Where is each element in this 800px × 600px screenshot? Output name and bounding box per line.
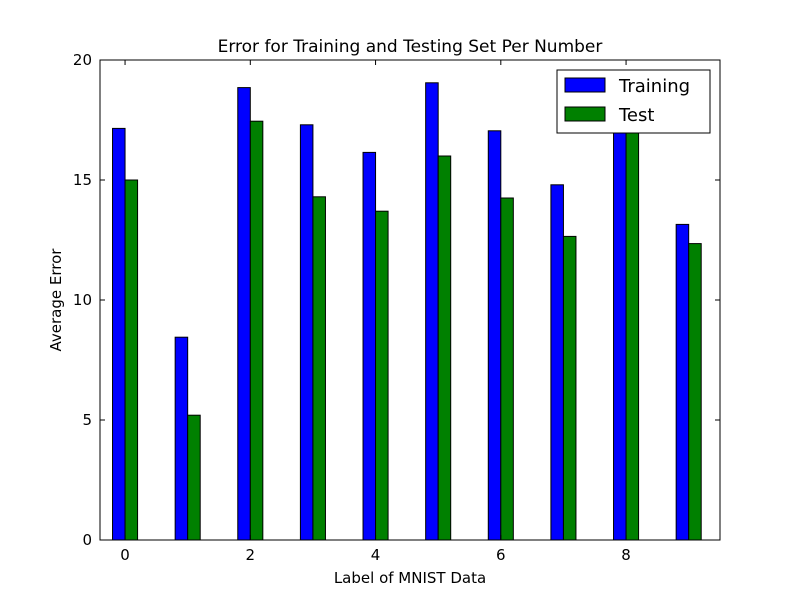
bar-training-1 bbox=[174, 336, 189, 541]
bar-training-3 bbox=[299, 124, 314, 541]
bar-test-3 bbox=[312, 196, 326, 541]
x-axis-label: Label of MNIST Data bbox=[334, 569, 486, 587]
bar-test-4 bbox=[375, 210, 389, 541]
y-axis-label: Average Error bbox=[47, 248, 65, 352]
y-tick-label: 5 bbox=[82, 411, 92, 429]
legend: Training Test bbox=[556, 69, 711, 134]
legend-label-training: Training bbox=[618, 76, 690, 97]
ticks-group: 0 2 4 6 8 0 5 10 15 20 bbox=[73, 51, 720, 564]
y-tick-label: 0 bbox=[82, 531, 92, 549]
bar-test-8 bbox=[625, 131, 640, 541]
y-tick-label: 15 bbox=[73, 171, 92, 189]
x-tick-label: 8 bbox=[621, 546, 631, 564]
bar-training-5 bbox=[425, 82, 439, 541]
legend-label-test: Test bbox=[618, 105, 654, 126]
bar-test-5 bbox=[437, 155, 452, 541]
x-tick-label: 0 bbox=[120, 546, 130, 564]
bars-group bbox=[112, 82, 702, 541]
bar-test-6 bbox=[500, 197, 514, 541]
bar-test-0 bbox=[124, 179, 139, 541]
bar-training-8 bbox=[613, 131, 627, 541]
x-tick-label: 6 bbox=[496, 546, 506, 564]
x-tick-label: 4 bbox=[371, 546, 381, 564]
y-tick-label: 20 bbox=[73, 51, 92, 69]
bar-test-7 bbox=[562, 235, 577, 541]
chart-title: Error for Training and Testing Set Per N… bbox=[218, 37, 603, 57]
x-tick-label: 2 bbox=[246, 546, 256, 564]
bar-test-9 bbox=[688, 243, 702, 541]
bar-training-6 bbox=[487, 130, 502, 541]
bar-training-0 bbox=[112, 127, 126, 541]
legend-swatch-training bbox=[564, 77, 606, 93]
y-tick-label: 10 bbox=[73, 291, 92, 309]
bar-test-1 bbox=[187, 414, 201, 541]
bar-test-2 bbox=[249, 120, 264, 541]
legend-swatch-test bbox=[564, 106, 606, 122]
bar-training-9 bbox=[675, 223, 690, 541]
bar-training-7 bbox=[550, 184, 564, 541]
bar-training-4 bbox=[362, 151, 377, 541]
bar-training-2 bbox=[237, 87, 251, 541]
